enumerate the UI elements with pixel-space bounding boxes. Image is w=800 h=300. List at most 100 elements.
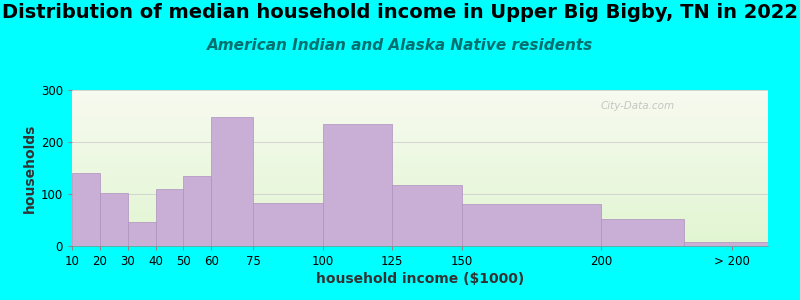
Bar xyxy=(72,195,768,196)
Bar xyxy=(72,219,768,220)
Bar xyxy=(72,156,768,157)
Bar xyxy=(72,119,768,120)
Bar xyxy=(72,113,768,114)
Bar xyxy=(72,208,768,209)
Bar xyxy=(72,152,768,153)
Bar xyxy=(72,131,768,132)
Bar xyxy=(72,105,768,106)
Bar xyxy=(72,107,768,108)
Bar xyxy=(72,170,768,171)
Bar xyxy=(72,130,768,131)
Bar xyxy=(72,191,768,192)
Bar xyxy=(72,228,768,229)
Bar xyxy=(72,213,768,214)
Bar xyxy=(72,155,768,156)
Bar xyxy=(72,138,768,139)
Bar xyxy=(72,223,768,224)
Bar xyxy=(72,90,768,91)
Bar xyxy=(72,116,768,117)
Bar xyxy=(72,240,768,241)
Bar xyxy=(72,144,768,145)
Bar xyxy=(72,187,768,188)
Bar xyxy=(72,146,768,147)
Bar xyxy=(72,140,768,141)
Bar xyxy=(72,151,768,152)
Y-axis label: households: households xyxy=(22,123,37,213)
Bar xyxy=(72,181,768,182)
Bar xyxy=(72,174,768,175)
Bar xyxy=(72,217,768,218)
Bar xyxy=(72,98,768,99)
Bar xyxy=(100,193,128,246)
Bar xyxy=(72,93,768,94)
Bar xyxy=(72,161,768,162)
Bar xyxy=(601,219,685,246)
Bar xyxy=(72,166,768,167)
Bar xyxy=(72,106,768,107)
Bar xyxy=(72,153,768,154)
Bar xyxy=(155,189,183,246)
Bar xyxy=(72,124,768,125)
Bar xyxy=(72,162,768,163)
Bar xyxy=(72,157,768,158)
Bar xyxy=(128,222,155,246)
Bar xyxy=(72,233,768,234)
Bar xyxy=(72,111,768,112)
Bar xyxy=(72,215,768,216)
Bar xyxy=(72,125,768,126)
Bar xyxy=(72,122,768,123)
Bar xyxy=(72,112,768,113)
Bar xyxy=(72,167,768,168)
Bar xyxy=(72,203,768,204)
Bar xyxy=(72,220,768,221)
Bar xyxy=(72,194,768,195)
Bar xyxy=(72,229,768,230)
Bar xyxy=(72,188,768,189)
Bar xyxy=(211,117,253,246)
Bar xyxy=(72,133,768,134)
Bar xyxy=(72,236,768,237)
Bar xyxy=(72,158,768,159)
Bar xyxy=(72,173,100,246)
Bar xyxy=(72,173,768,174)
Bar xyxy=(392,184,462,246)
Bar xyxy=(72,241,768,242)
Bar xyxy=(72,101,768,102)
X-axis label: household income ($1000): household income ($1000) xyxy=(316,272,524,286)
Bar xyxy=(72,183,768,184)
Bar xyxy=(72,199,768,200)
Bar xyxy=(72,184,768,185)
Bar xyxy=(72,190,768,191)
Bar xyxy=(72,150,768,151)
Bar xyxy=(72,237,768,238)
Bar xyxy=(72,205,768,206)
Bar xyxy=(72,165,768,166)
Bar xyxy=(72,178,768,179)
Bar xyxy=(72,176,768,177)
Bar xyxy=(72,160,768,161)
Bar xyxy=(72,243,768,244)
Bar xyxy=(72,137,768,138)
Bar xyxy=(72,123,768,124)
Bar xyxy=(72,242,768,243)
Bar xyxy=(72,96,768,97)
Bar xyxy=(72,201,768,202)
Bar xyxy=(253,203,322,246)
Bar xyxy=(72,192,768,193)
Bar xyxy=(72,222,768,223)
Bar xyxy=(72,197,768,198)
Bar xyxy=(72,177,768,178)
Bar xyxy=(72,99,768,100)
Bar xyxy=(72,110,768,111)
Bar xyxy=(72,202,768,203)
Bar xyxy=(72,145,768,146)
Bar xyxy=(72,175,768,176)
Bar xyxy=(72,168,768,169)
Bar xyxy=(72,230,768,231)
Bar xyxy=(72,206,768,207)
Bar xyxy=(72,121,768,122)
Bar xyxy=(72,135,768,136)
Bar xyxy=(72,216,768,217)
Bar xyxy=(72,232,768,233)
Bar xyxy=(72,148,768,149)
